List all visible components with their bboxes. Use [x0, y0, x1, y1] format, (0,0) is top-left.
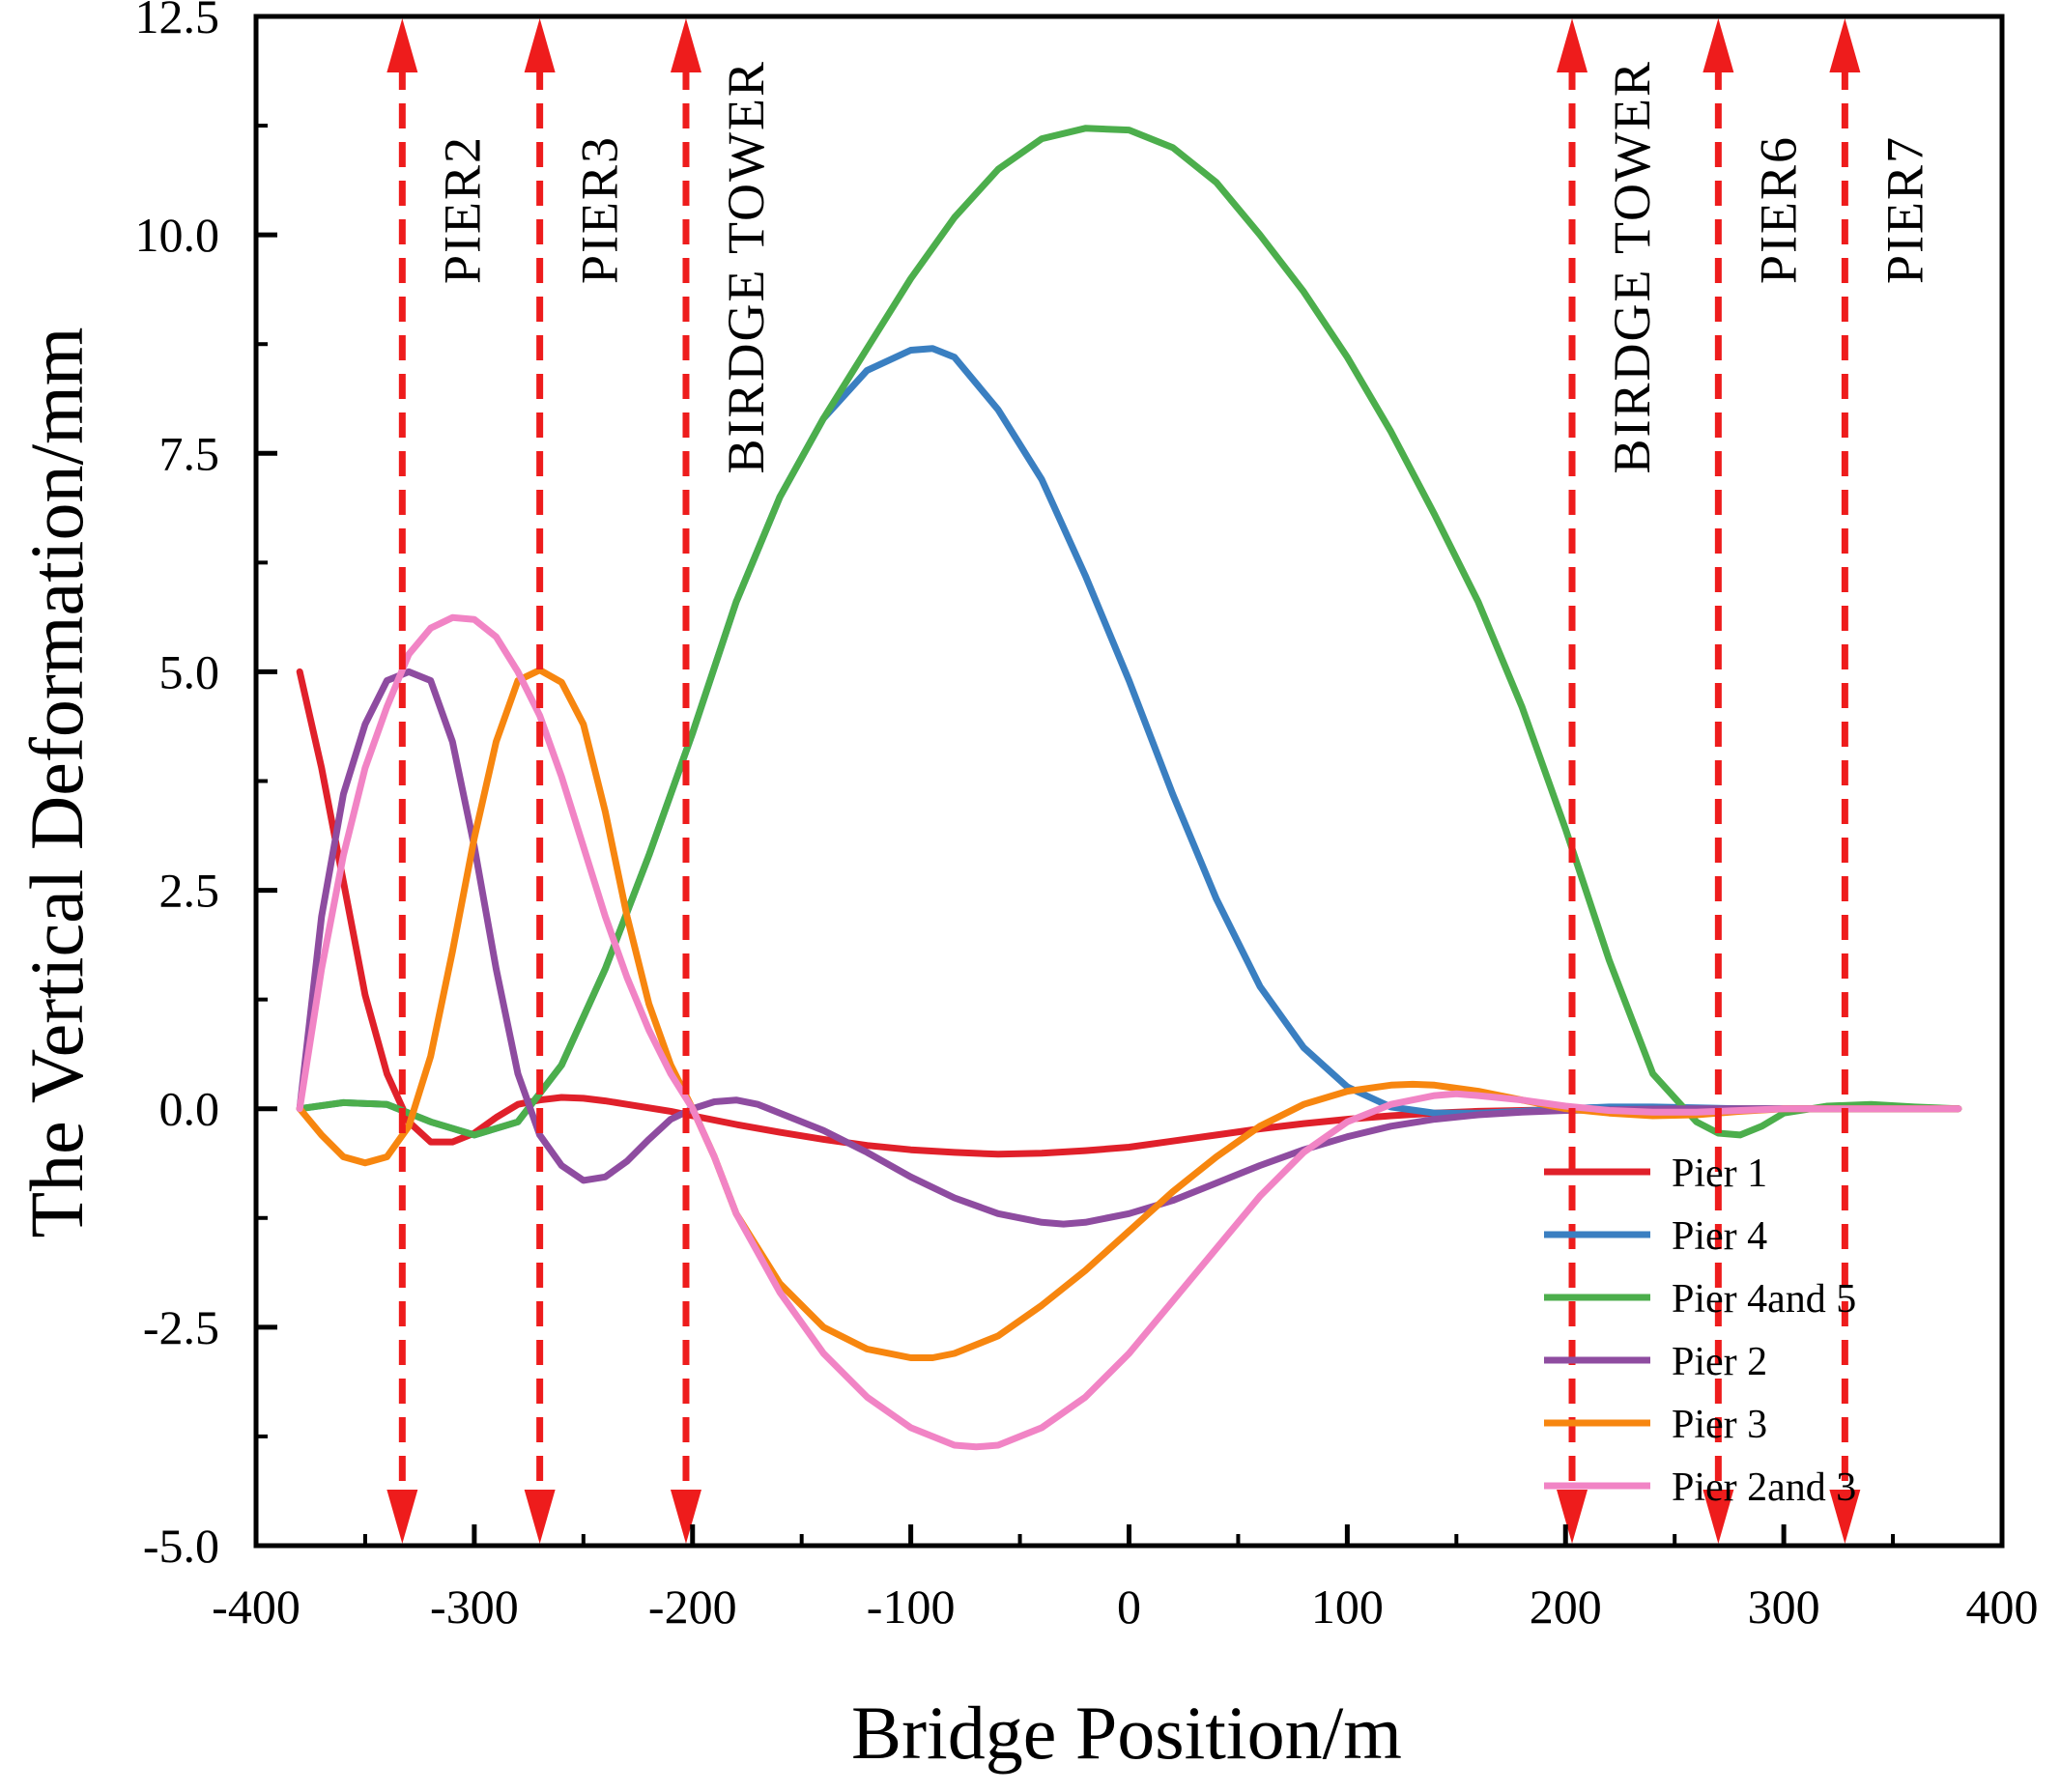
x-tick-labels: -400 -300 -200 -100 0 100 200 300 400 [212, 1579, 2038, 1634]
annotation-arrow-up-1 [386, 18, 418, 72]
x-tick-label: 300 [1748, 1579, 1820, 1634]
annotation-layer: PIER2 PIER3 BIRDGE TOWER BIRDGE TOWER PIER6 P… [386, 18, 1933, 1544]
annotation-arrow-down-5 [1702, 1490, 1734, 1544]
annotation-arrow-up-6 [1829, 18, 1861, 72]
x-tick-label: -200 [648, 1579, 737, 1634]
annotation-arrow-up-2 [524, 18, 556, 72]
legend-label-6: Pier 2and 3 [1672, 1465, 1856, 1510]
y-tick-label: 5.0 [159, 644, 220, 698]
x-tick-label: -300 [430, 1579, 519, 1634]
legend-label-1: Pier 1 [1672, 1152, 1767, 1196]
y-axis-title: The Vertical Deformation/mm [14, 327, 99, 1238]
series-line-4 [296, 668, 1962, 1228]
y-tick-labels: -5.0 -2.5 0.0 2.5 5.0 7.5 10.0 12.5 [135, 0, 220, 1573]
x-tick-label: 100 [1311, 1579, 1384, 1634]
annotation-arrow-up-4 [1557, 18, 1588, 72]
annotation-label-3: BIRDGE TOWER [717, 60, 775, 474]
annotation-arrow-down-1 [386, 1490, 418, 1544]
y-tick-label: 12.5 [135, 0, 220, 43]
annotation-arrow-down-4 [1557, 1490, 1588, 1544]
annotation-label-4: BIRDGE TOWER [1603, 60, 1661, 474]
y-tick-label: -2.5 [143, 1300, 219, 1354]
series-line-3 [296, 125, 1962, 1139]
series-layer [296, 125, 1962, 1451]
x-tick-label: -400 [212, 1579, 300, 1634]
series-line-6 [296, 613, 1962, 1451]
x-axis-title: Bridge Position/m [851, 1691, 1402, 1775]
legend-label-2: Pier 4 [1672, 1214, 1767, 1259]
annotation-arrow-up-3 [670, 18, 701, 72]
legend-label-5: Pier 3 [1672, 1403, 1767, 1447]
annotation-arrow-down-6 [1829, 1490, 1861, 1544]
legend-label-4: Pier 2 [1672, 1340, 1767, 1384]
annotation-arrow-down-2 [524, 1490, 556, 1544]
legend-label-3: Pier 4and 5 [1672, 1277, 1856, 1322]
annotation-label-5: PIER6 [1749, 135, 1807, 284]
annotation-label-1: PIER2 [433, 135, 491, 284]
annotation-arrow-up-5 [1702, 18, 1734, 72]
annotation-label-2: PIER3 [571, 135, 629, 284]
x-tick-label: 0 [1117, 1579, 1141, 1634]
x-tick-label: 200 [1530, 1579, 1602, 1634]
y-tick-label: 0.0 [159, 1082, 220, 1136]
ticks-layer [253, 14, 2005, 1549]
y-tick-label: 10.0 [135, 208, 220, 262]
y-tick-label: -5.0 [143, 1519, 219, 1573]
x-tick-label: 400 [1966, 1579, 2039, 1634]
y-tick-label: 2.5 [159, 864, 220, 918]
annotation-arrow-down-3 [670, 1490, 701, 1544]
annotation-label-6: PIER7 [1875, 135, 1933, 284]
y-tick-label: 7.5 [159, 426, 220, 480]
x-tick-label: -100 [867, 1579, 956, 1634]
legend: Pier 1 Pier 4 Pier 4and 5 Pier 2 Pier 3 Pier … [1544, 1152, 1856, 1510]
plot-area [256, 16, 2002, 1546]
